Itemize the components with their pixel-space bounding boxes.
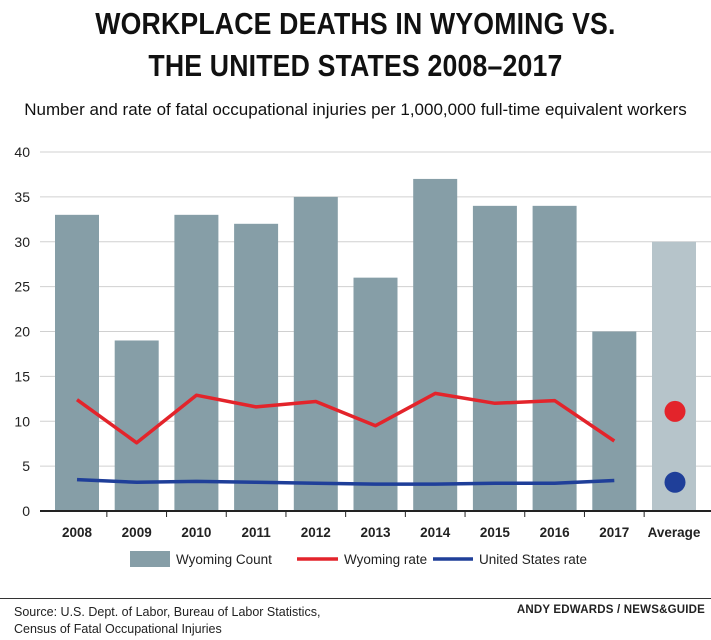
x-tick-label: 2010 xyxy=(181,525,211,540)
x-tick-label: Average xyxy=(648,525,701,540)
count-bar xyxy=(532,205,577,511)
x-tick-label: 2008 xyxy=(62,525,93,540)
chart-title-line-2: THE UNITED STATES 2008–2017 xyxy=(148,48,563,83)
y-tick-label: 5 xyxy=(22,458,30,474)
source-line-2: Census of Fatal Occupational Injuries xyxy=(14,622,222,636)
y-tick-label: 40 xyxy=(14,144,30,160)
count-bar xyxy=(413,178,458,512)
x-tick-label: 2009 xyxy=(122,525,152,540)
y-tick-label: 20 xyxy=(14,324,30,340)
credit-line: ANDY EDWARDS / NEWS&GUIDE xyxy=(516,604,705,616)
y-tick-label: 30 xyxy=(14,234,30,250)
source-note: Source: U.S. Dept. of Labor, Bureau of L… xyxy=(14,604,320,638)
count-bar xyxy=(353,277,398,511)
source-line-1: Source: U.S. Dept. of Labor, Bureau of L… xyxy=(14,605,321,619)
footer-divider xyxy=(0,598,711,599)
x-tick-label: 2011 xyxy=(241,525,271,540)
x-tick-label: 2016 xyxy=(540,525,571,540)
chart-title-line-1: WORKPLACE DEATHS IN WYOMING VS. xyxy=(95,6,616,41)
y-tick-label: 35 xyxy=(14,189,30,205)
legend-label-us-rate: United States rate xyxy=(479,552,587,567)
legend-label-count: Wyoming Count xyxy=(176,552,272,567)
count-bar xyxy=(234,223,279,512)
wyoming-average-rate-dot xyxy=(664,400,686,422)
y-tick-label: 10 xyxy=(14,413,30,429)
x-tick-label: 2013 xyxy=(360,525,391,540)
legend-swatch-count xyxy=(130,551,170,567)
count-bar xyxy=(293,196,338,511)
legend-label-wyoming-rate: Wyoming rate xyxy=(344,552,427,567)
count-bar xyxy=(114,340,159,511)
count-bar xyxy=(592,331,637,511)
us-average-rate-dot xyxy=(664,471,686,493)
y-tick-label: 0 xyxy=(22,503,30,519)
x-tick-label: 2015 xyxy=(480,525,511,540)
x-tick-label: 2017 xyxy=(599,525,629,540)
average-bar xyxy=(652,241,696,511)
count-bar xyxy=(174,214,219,511)
count-bar xyxy=(472,205,517,511)
wyoming-rate-line xyxy=(75,391,616,445)
us-rate-line xyxy=(76,477,615,486)
chart-plot: 0 5 10 15 20 25 30 35 40 2008 2009 2010 2011 2012 2013… xyxy=(14,144,711,567)
y-tick-label: 15 xyxy=(14,368,30,384)
y-tick-label: 25 xyxy=(14,279,30,295)
count-bar xyxy=(55,214,99,511)
x-tick-label: 2012 xyxy=(301,525,331,540)
chart-subtitle: Number and rate of fatal occupational in… xyxy=(24,100,687,119)
x-tick-label: 2014 xyxy=(420,525,451,540)
